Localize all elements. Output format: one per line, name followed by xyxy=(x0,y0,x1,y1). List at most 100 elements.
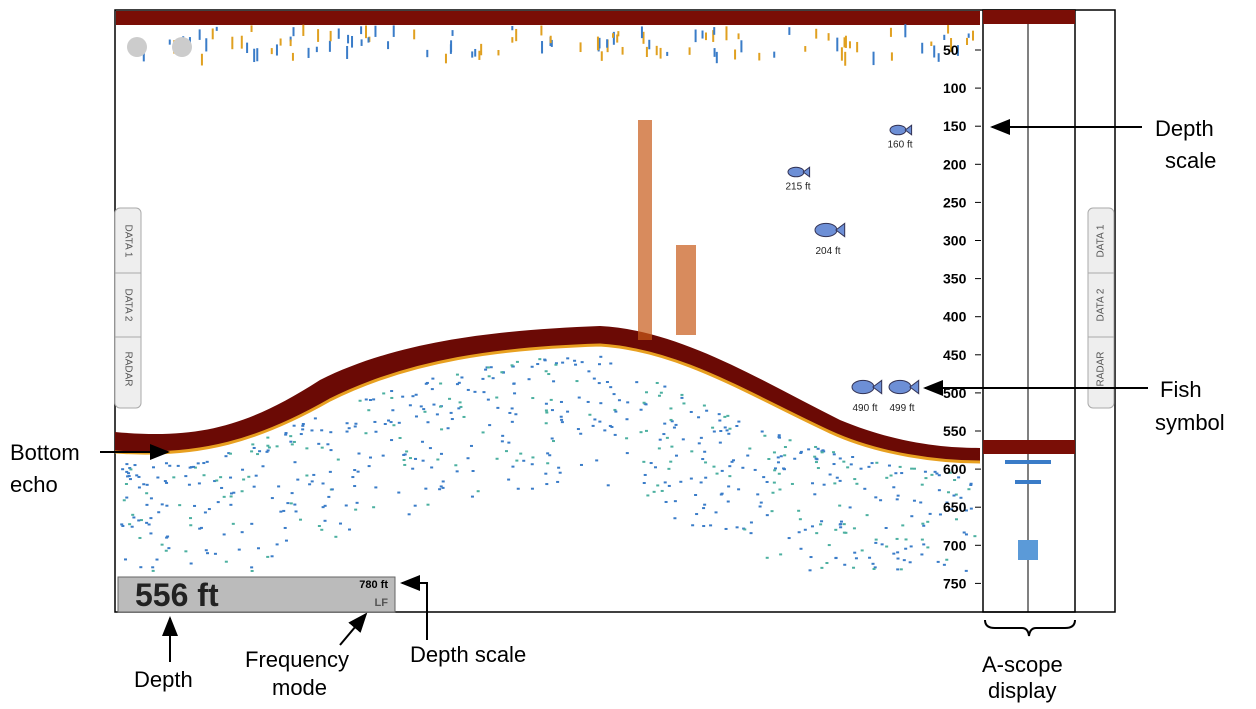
echo-speckle xyxy=(896,568,900,571)
echo-speckle xyxy=(261,465,265,468)
echo-speckle xyxy=(197,482,201,485)
echo-speckle xyxy=(726,414,730,417)
echo-speckle xyxy=(672,426,676,429)
echo-speckle xyxy=(266,555,270,558)
echo-speckle xyxy=(777,472,781,475)
echo-speckle xyxy=(969,483,973,486)
echo-speckle xyxy=(825,562,829,565)
echo-speckle xyxy=(135,474,139,477)
echo-speckle xyxy=(310,480,314,483)
a-scope-echo xyxy=(1015,480,1041,484)
echo-speckle xyxy=(728,465,732,468)
echo-speckle xyxy=(227,452,231,455)
echo-speckle xyxy=(899,568,903,571)
echo-speckle xyxy=(549,398,553,401)
echo-speckle xyxy=(454,464,458,467)
echo-speckle xyxy=(387,419,391,422)
echo-speckle xyxy=(334,535,338,538)
fish-tail xyxy=(835,222,846,238)
echo-speckle xyxy=(762,476,766,479)
echo-speckle xyxy=(643,473,647,476)
echo-speckle xyxy=(705,409,709,412)
echo-speckle xyxy=(776,461,780,464)
echo-speckle xyxy=(859,467,863,470)
echo-speckle xyxy=(712,430,716,433)
echo-speckle xyxy=(426,421,430,424)
echo-speckle xyxy=(839,526,843,529)
echo-speckle xyxy=(270,555,274,558)
echo-speckle xyxy=(407,513,411,516)
echo-speckle xyxy=(937,474,941,477)
tab-label[interactable]: DATA 1 xyxy=(122,225,133,258)
echo-speckle xyxy=(507,478,511,481)
echo-speckle xyxy=(413,29,416,40)
echo-speckle xyxy=(820,520,824,523)
echo-speckle xyxy=(660,489,664,492)
echo-speckle xyxy=(645,46,648,58)
echo-speckle xyxy=(328,40,331,52)
echo-speckle xyxy=(546,452,550,455)
right-tabs: DATA 1 DATA 2 RADAR xyxy=(1087,207,1115,409)
echo-speckle xyxy=(930,41,933,47)
echo-speckle xyxy=(702,525,706,528)
echo-speckle xyxy=(292,424,296,427)
echo-speckle xyxy=(536,363,540,366)
depth-scale-label: 150 xyxy=(943,118,967,134)
echo-speckle xyxy=(544,402,548,405)
tab-label[interactable]: DATA 1 xyxy=(1096,224,1107,257)
callout: A-scope xyxy=(982,652,1063,677)
echo-speckle xyxy=(872,51,875,66)
echo-speckle xyxy=(703,503,707,506)
tab-label[interactable]: RADAR xyxy=(122,351,133,386)
echo-speckle xyxy=(902,559,906,562)
tab-label[interactable]: DATA 2 xyxy=(1096,288,1107,321)
echo-speckle xyxy=(613,433,617,436)
tab-label[interactable]: DATA 2 xyxy=(122,289,133,322)
echo-speckle xyxy=(431,377,435,380)
echo-speckle xyxy=(797,531,801,534)
echo-speckle xyxy=(652,490,656,493)
callout: Fish xyxy=(1160,377,1202,402)
redo-button[interactable] xyxy=(172,37,192,57)
echo-speckle xyxy=(704,32,707,41)
echo-speckle xyxy=(392,25,395,37)
echo-speckle xyxy=(642,31,645,44)
echo-speckle xyxy=(326,443,330,446)
echo-speckle xyxy=(972,30,975,41)
echo-speckle xyxy=(211,28,214,40)
echo-speckle xyxy=(586,400,590,403)
echo-speckle xyxy=(513,392,517,395)
echo-speckle xyxy=(943,34,946,40)
echo-speckle xyxy=(898,465,902,468)
echo-speckle xyxy=(809,556,813,559)
echo-speckle xyxy=(885,476,889,479)
echo-speckle xyxy=(508,411,512,414)
echo-speckle xyxy=(390,390,394,393)
undo-button[interactable] xyxy=(127,37,147,57)
echo-speckle xyxy=(145,483,149,486)
echo-speckle xyxy=(834,557,838,560)
echo-speckle xyxy=(702,507,706,510)
echo-speckle xyxy=(920,553,924,556)
echo-speckle xyxy=(360,39,363,46)
echo-speckle xyxy=(216,501,220,504)
echo-speckle xyxy=(292,27,295,37)
echo-speckle xyxy=(673,517,677,520)
echo-speckle xyxy=(515,360,519,363)
echo-speckle xyxy=(455,373,459,376)
echo-speckle xyxy=(256,48,259,62)
tab-label[interactable]: RADAR xyxy=(1096,351,1107,386)
echo-speckle xyxy=(849,463,853,466)
fish-icon xyxy=(851,379,875,395)
range-readout: 780 ft xyxy=(359,579,388,591)
echo-speckle xyxy=(302,24,305,36)
echo-speckle xyxy=(550,39,553,47)
echo-speckle xyxy=(779,553,783,556)
echo-speckle xyxy=(920,483,924,486)
echo-speckle xyxy=(423,410,427,413)
echo-speckle xyxy=(834,528,838,531)
echo-speckle xyxy=(131,513,135,516)
echo-speckle xyxy=(512,382,516,385)
echo-speckle xyxy=(843,563,847,566)
